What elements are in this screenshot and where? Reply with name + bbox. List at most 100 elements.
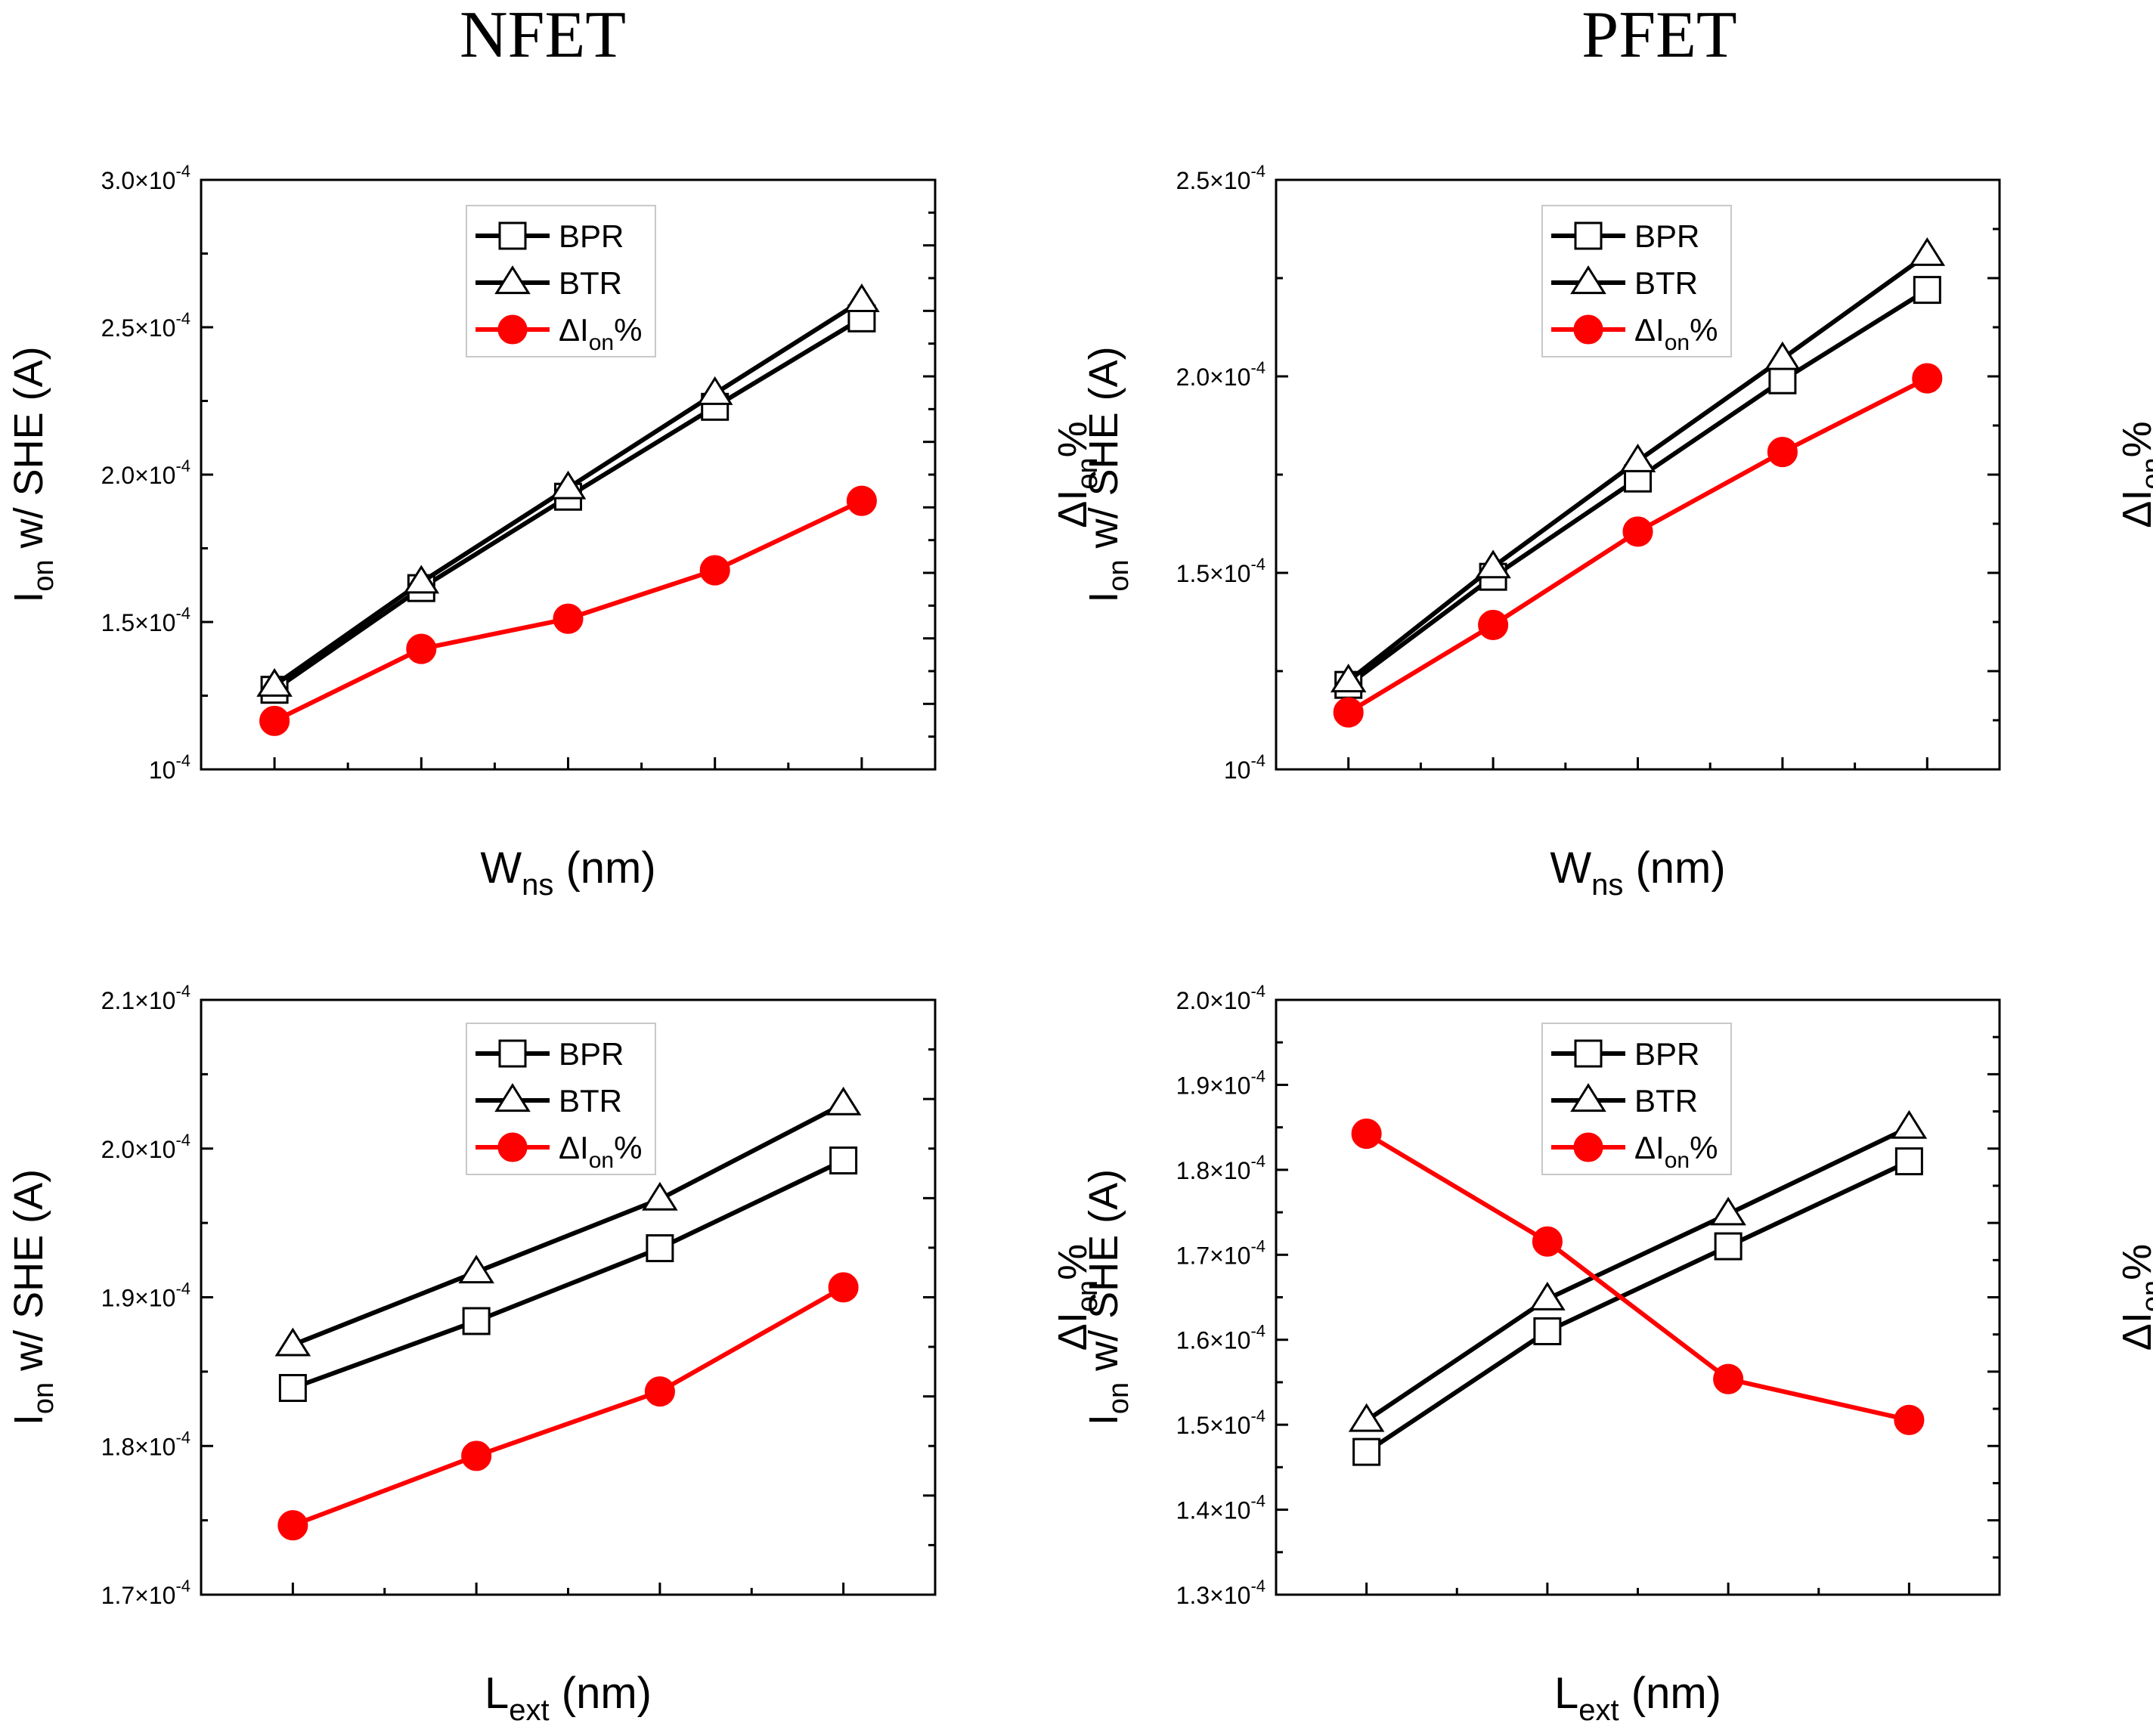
legend-marker-circle <box>497 1132 528 1162</box>
data-point-square <box>646 1234 674 1263</box>
series-line <box>1365 1159 1910 1454</box>
legend-label-bpr: BPR <box>1634 218 1699 254</box>
data-point-circle <box>846 485 877 516</box>
data-point-circle <box>259 705 290 736</box>
y-left-tick-label: 1.4×10-4 <box>1176 1492 1265 1524</box>
column-title-nfet: NFET <box>460 0 626 72</box>
series-line <box>1365 1131 1910 1422</box>
legend-label-delta: ΔIon% <box>1634 312 1718 355</box>
y-right-axis-label: ΔIon% <box>1050 1244 1104 1351</box>
legend: BPR BTR ΔIon% <box>1541 205 1732 357</box>
series-line <box>1365 1125 1910 1423</box>
y-left-tick-label: 1.9×10-4 <box>1176 1066 1265 1099</box>
data-point-square <box>829 1146 858 1174</box>
data-point-square <box>1352 1437 1381 1466</box>
panel-d: 1.3×10-4 1.4×10-4 1.5×10-4 1.6×10-4 1.7×10-4… <box>1081 982 2153 1727</box>
data-point-triangle <box>1710 1196 1746 1226</box>
y-left-tick-label: 1.3×10-4 <box>1176 1577 1265 1609</box>
series-delta-ion <box>259 485 877 736</box>
data-point-triangle <box>844 283 880 312</box>
y-left-tick-label: 2.1×10-4 <box>101 982 191 1014</box>
series-line <box>292 1285 845 1527</box>
y-left-tick-label: 2.0×10-4 <box>1176 358 1265 391</box>
legend-marker-square <box>1574 1039 1603 1068</box>
series-bpr <box>278 1146 858 1403</box>
legend-label-btr: BTR <box>559 265 622 301</box>
y-left-tick-label: 1.8×10-4 <box>1176 1152 1265 1184</box>
data-point-circle <box>406 633 437 664</box>
y-left-axis-label: Ion w/ SHE (A) <box>1081 346 1135 602</box>
y-left-tick-label: 3.0×10-4 <box>101 162 191 194</box>
legend-label-btr: BTR <box>1634 1083 1698 1119</box>
data-point-triangle <box>1909 237 1946 266</box>
y-right-axis-label: ΔIon% <box>2114 1244 2153 1351</box>
data-point-square <box>1533 1317 1562 1345</box>
data-point-triangle <box>1348 1403 1385 1432</box>
x-axis-label: Wns (nm) <box>480 843 655 902</box>
series-btr <box>274 1086 862 1357</box>
data-point-triangle <box>825 1086 862 1116</box>
series-bpr <box>1352 1147 1923 1466</box>
legend: BPR BTR ΔIon% <box>466 1023 656 1175</box>
legend-marker-circle <box>497 314 528 345</box>
data-point-triangle <box>550 470 587 500</box>
data-point-circle <box>1622 516 1653 547</box>
data-point-circle <box>1767 437 1798 468</box>
legend-label-delta: ΔIon% <box>559 312 642 355</box>
y-right-axis-label: ΔIon% <box>1050 421 1104 528</box>
series-delta-ion <box>277 1272 859 1541</box>
legend: BPR BTR ΔIon% <box>1541 1023 1732 1175</box>
legend-label-bpr: BPR <box>559 218 624 254</box>
data-point-triangle <box>403 565 440 594</box>
y-left-tick-label: 2.0×10-4 <box>1176 982 1265 1014</box>
data-point-circle <box>644 1376 675 1407</box>
legend-label-btr: BTR <box>559 1083 622 1119</box>
series-delta-ion <box>1351 1119 1925 1435</box>
data-point-square <box>1714 1232 1743 1261</box>
data-point-circle <box>1894 1404 1925 1435</box>
data-point-square <box>1913 276 1941 305</box>
y-left-tick-label: 1.5×10-4 <box>1176 555 1265 587</box>
x-axis-label: Lext (nm) <box>485 1669 652 1727</box>
series-line <box>292 1158 844 1391</box>
y-left-axis-label: Ion w/ SHE (A) <box>6 1169 60 1425</box>
y-left-tick-label: 1.6×10-4 <box>1176 1322 1265 1354</box>
data-point-triangle <box>696 376 733 405</box>
series-line <box>292 1102 845 1348</box>
data-point-circle <box>1478 609 1509 640</box>
y-left-tick-label: 10-4 <box>149 751 191 784</box>
data-point-circle <box>1333 697 1364 728</box>
data-point-circle <box>1351 1119 1382 1150</box>
legend-marker-square <box>498 1039 527 1068</box>
data-point-circle <box>461 1440 492 1471</box>
series-btr <box>256 283 880 697</box>
panel-c: 1.7×10-4 1.8×10-4 1.9×10-4 2.0×10-4 2.1×10-4… <box>6 982 1104 1727</box>
legend-label-btr: BTR <box>1634 265 1698 301</box>
y-left-tick-label: 1.7×10-4 <box>1176 1236 1265 1269</box>
y-left-tick-label: 2.5×10-4 <box>101 309 191 342</box>
data-point-triangle <box>256 668 293 697</box>
y-right-axis-label: ΔIon% <box>2114 421 2153 528</box>
legend-marker-square <box>1574 221 1603 250</box>
y-left-tick-label: 10-4 <box>1224 751 1265 784</box>
legend-label-delta: ΔIon% <box>559 1130 642 1173</box>
data-point-triangle <box>1891 1109 1928 1139</box>
data-point-circle <box>1532 1226 1563 1257</box>
data-point-triangle <box>1475 549 1511 579</box>
series-btr <box>1330 237 1946 693</box>
y-left-tick-label: 2.5×10-4 <box>1176 162 1265 194</box>
legend-marker-square <box>498 221 527 250</box>
data-point-triangle <box>1529 1281 1566 1311</box>
data-point-circle <box>1912 363 1943 394</box>
series-delta-ion <box>1333 363 1943 728</box>
legend-marker-triangle <box>494 1083 531 1112</box>
data-point-circle <box>277 1510 308 1541</box>
y-left-tick-label: 1.9×10-4 <box>101 1280 191 1312</box>
data-point-square <box>462 1307 491 1335</box>
panel-a: 10-4 1.5×10-4 2.0×10-4 2.5×10-4 3.0×10-4 Wns … <box>6 162 1104 902</box>
data-point-square <box>1894 1147 1923 1176</box>
y-left-tick-label: 1.7×10-4 <box>101 1577 191 1609</box>
data-point-triangle <box>642 1181 678 1211</box>
series-btr <box>1348 1109 1928 1432</box>
data-point-triangle <box>1330 664 1367 693</box>
